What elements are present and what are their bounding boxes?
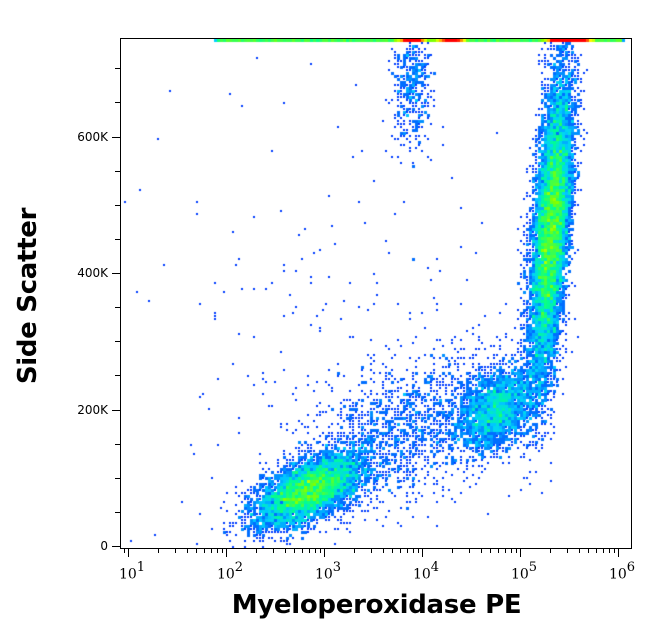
x-major-tick (324, 549, 325, 557)
y-minor-tick (115, 477, 120, 479)
x-tick-base: 10 (412, 566, 431, 583)
x-minor-tick (383, 549, 384, 553)
x-minor-tick (602, 549, 604, 553)
x-tick-base: 10 (608, 566, 627, 583)
x-minor-tick (353, 549, 355, 553)
x-axis-title: Myeloperoxidase PE (231, 590, 522, 620)
x-minor-tick (417, 549, 419, 553)
x-major-tick (618, 549, 619, 557)
x-tick-base: 10 (510, 566, 529, 583)
y-tick-label: 200K (77, 402, 108, 417)
x-minor-tick (608, 549, 610, 553)
x-minor-tick (157, 549, 159, 553)
x-minor-tick (566, 549, 568, 553)
x-minor-tick (314, 549, 316, 553)
y-minor-tick (115, 238, 120, 240)
x-minor-tick (510, 549, 512, 553)
x-minor-tick (370, 549, 372, 553)
y-major-tick (112, 409, 120, 411)
x-tick-label: 105 (510, 560, 538, 583)
x-major-tick (226, 549, 227, 557)
y-tick-label: 600K (77, 129, 108, 144)
x-minor-tick (596, 549, 598, 553)
x-minor-tick (579, 549, 580, 553)
y-minor-tick (115, 170, 120, 172)
x-major-tick (128, 549, 129, 557)
y-minor-tick (115, 102, 120, 104)
x-major-tick (422, 549, 423, 557)
x-minor-tick (174, 549, 176, 553)
x-tick-base: 10 (314, 566, 333, 583)
x-minor-tick (123, 549, 125, 553)
x-minor-tick (549, 549, 551, 553)
x-tick-exponent: 1 (136, 560, 146, 575)
y-tick-label: 0 (100, 539, 108, 553)
x-minor-tick (204, 549, 206, 553)
x-minor-tick (285, 549, 286, 553)
y-major-tick (112, 273, 120, 274)
x-tick-label: 102 (216, 560, 244, 583)
x-minor-tick (187, 549, 188, 553)
density-dot-plot (121, 39, 631, 548)
x-minor-tick (272, 549, 274, 553)
x-minor-tick (406, 549, 408, 553)
x-minor-tick (515, 549, 517, 553)
y-minor-tick (115, 68, 120, 70)
x-tick-base: 10 (118, 566, 137, 583)
x-minor-tick (196, 549, 198, 553)
x-tick-label: 103 (314, 560, 342, 583)
x-minor-tick (451, 549, 453, 553)
x-tick-label: 104 (412, 560, 440, 583)
x-minor-tick (613, 549, 615, 553)
y-minor-tick (115, 341, 120, 343)
x-minor-tick (588, 549, 590, 553)
x-minor-tick (490, 549, 492, 553)
y-minor-tick (115, 204, 120, 206)
x-minor-tick (216, 549, 218, 553)
x-tick-exponent: 2 (234, 560, 244, 575)
x-tick-label: 101 (118, 560, 146, 583)
x-tick-exponent: 3 (332, 560, 342, 575)
y-tick-label: 400K (77, 266, 108, 280)
y-minor-tick (115, 443, 120, 445)
y-axis-title: Side Scatter (13, 207, 43, 385)
y-major-tick (112, 136, 120, 138)
x-minor-tick (468, 549, 470, 553)
x-minor-tick (255, 549, 257, 553)
y-minor-tick (115, 511, 120, 513)
x-minor-tick (319, 549, 321, 553)
x-minor-tick (392, 549, 394, 553)
y-major-tick (112, 546, 120, 547)
x-tick-exponent: 6 (626, 560, 636, 575)
x-tick-exponent: 4 (430, 560, 440, 575)
x-minor-tick (481, 549, 482, 553)
x-minor-tick (504, 549, 506, 553)
x-minor-tick (308, 549, 310, 553)
x-minor-tick (302, 549, 304, 553)
x-minor-tick (400, 549, 402, 553)
x-minor-tick (210, 549, 212, 553)
x-minor-tick (412, 549, 414, 553)
x-minor-tick (294, 549, 296, 553)
x-major-tick (520, 549, 521, 557)
x-minor-tick (498, 549, 500, 553)
y-minor-tick (115, 307, 120, 309)
x-tick-label: 106 (608, 560, 636, 583)
y-minor-tick (115, 375, 120, 377)
x-tick-base: 10 (216, 566, 235, 583)
x-tick-exponent: 5 (528, 560, 538, 575)
x-minor-tick (221, 549, 223, 553)
